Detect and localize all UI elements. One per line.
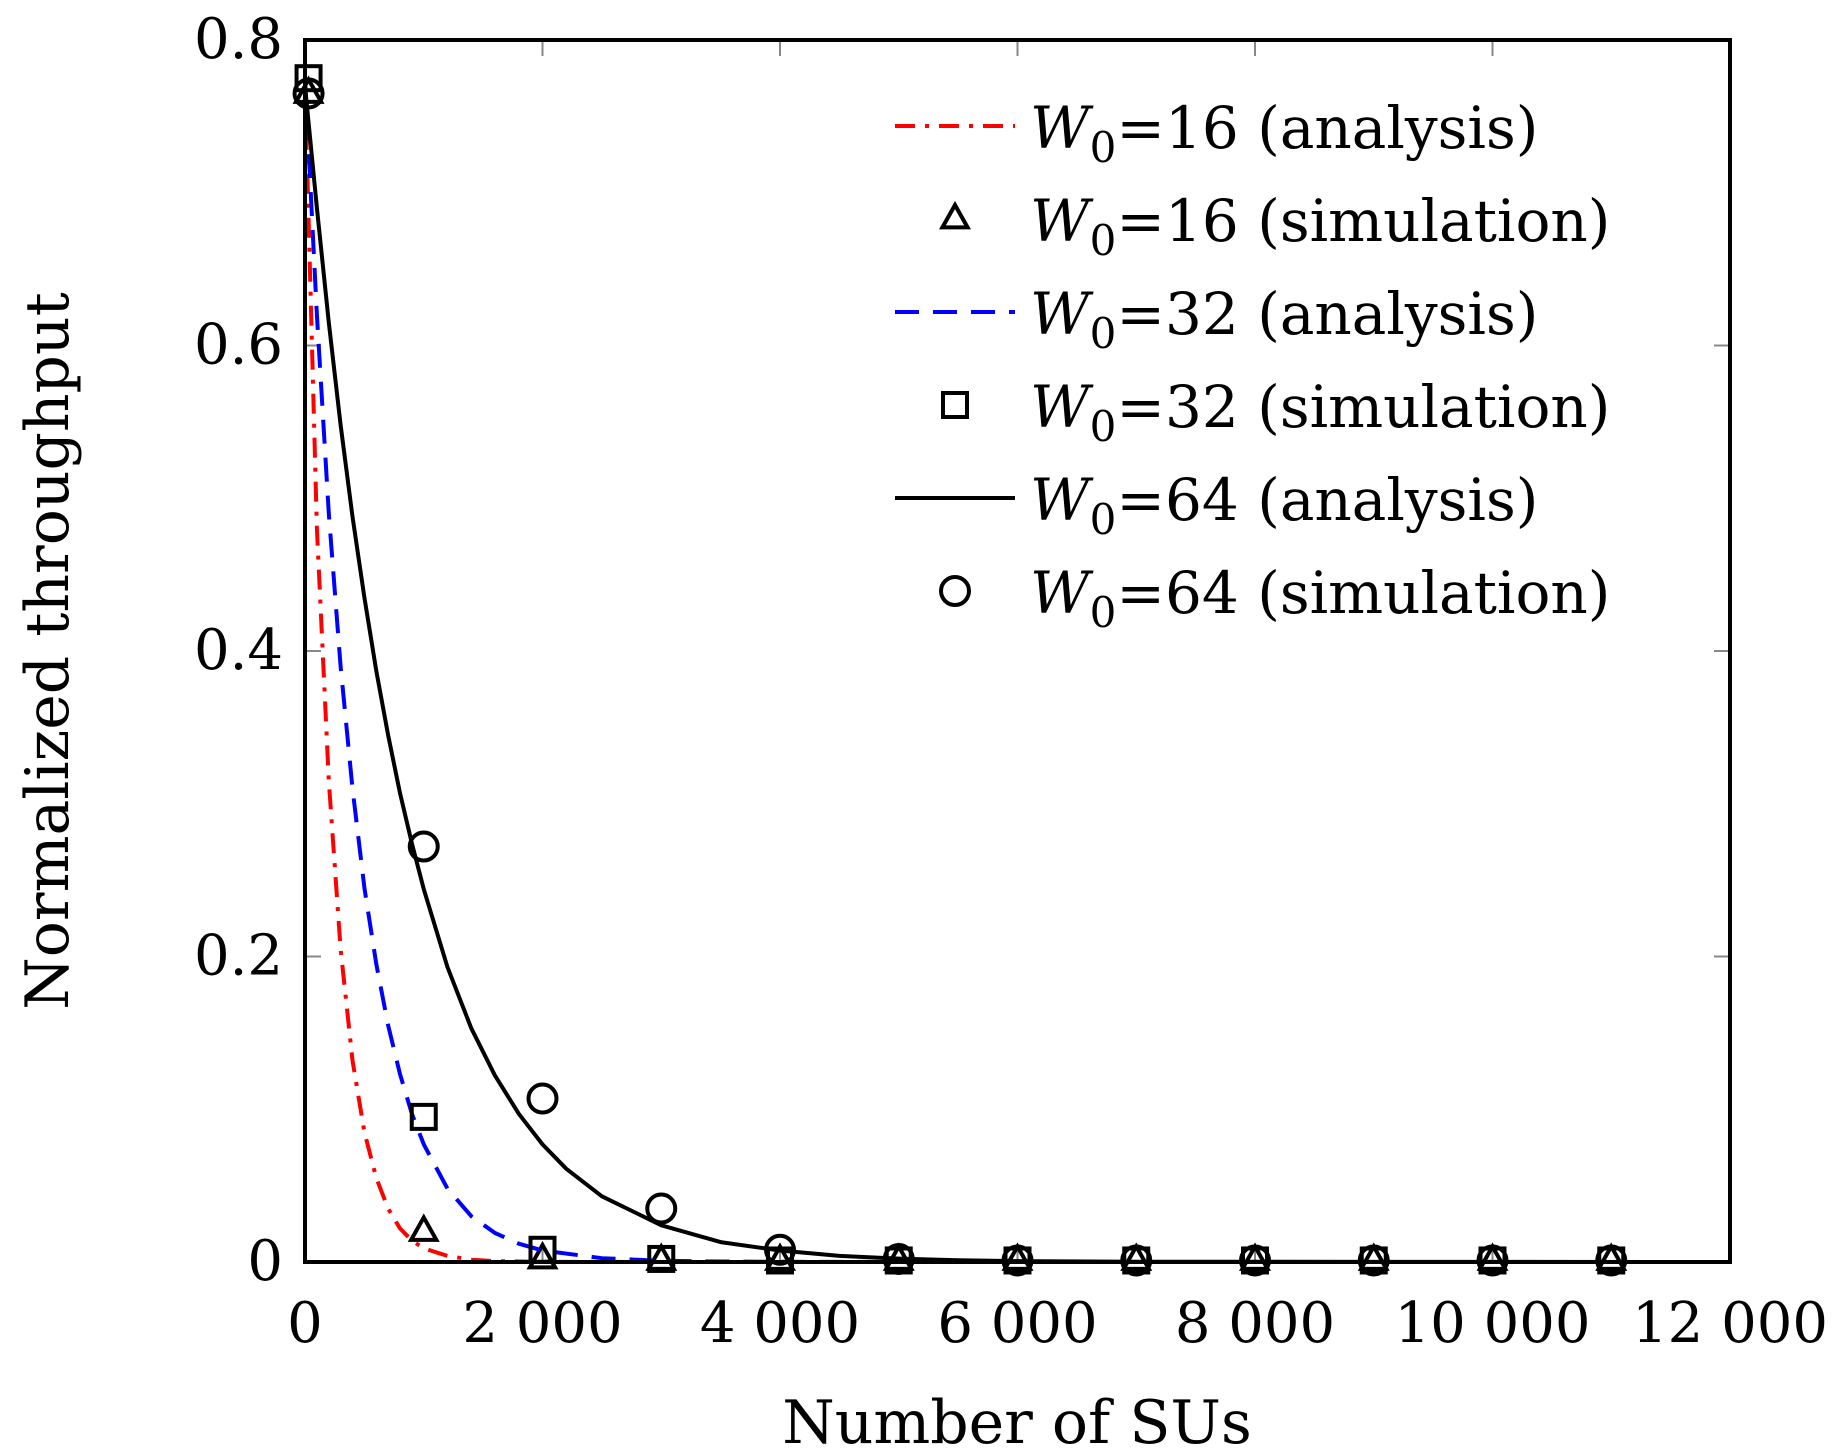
legend-label-text: =64 (analysis)	[1116, 466, 1538, 534]
triangle-point	[526, 1240, 559, 1270]
square-point	[647, 1244, 676, 1273]
legend-square-swatch	[941, 391, 969, 419]
plot-frame	[303, 38, 1732, 1264]
circle-point	[407, 830, 440, 863]
triangle-point	[407, 1213, 440, 1242]
series-w0-16-analysis	[303, 85, 1730, 1264]
series-w0-16-simulation	[292, 75, 1628, 1271]
series-w0-32-analysis	[303, 78, 1730, 1264]
square-point	[409, 1102, 438, 1131]
legend-entry: W0=32 (simulation)	[941, 373, 1610, 451]
y-tick-label: 0.4	[194, 618, 283, 683]
y-tick-label: 0.2	[194, 924, 283, 989]
legend-label-var: W	[1030, 187, 1094, 255]
x-tick-label: 12 000	[1632, 1291, 1828, 1356]
square-point	[294, 64, 323, 93]
triangle-point	[1001, 1242, 1034, 1271]
legend-label-subscript: 0	[1090, 123, 1117, 172]
legend-label-text: =64 (simulation)	[1116, 559, 1610, 627]
legend-circle-swatch	[939, 575, 971, 607]
legend-label-var: W	[1030, 559, 1094, 627]
legend-label-var: W	[1030, 466, 1094, 534]
triangle-point	[1476, 1242, 1509, 1271]
x-tick-label: 10 000	[1395, 1291, 1591, 1356]
legend-label: W0=64 (simulation)	[1030, 559, 1610, 637]
legend-label-var: W	[1030, 94, 1094, 162]
triangle-point	[763, 1242, 797, 1271]
legend-triangle-swatch	[938, 200, 972, 230]
legend: W0=16 (analysis)W0=16 (simulation)W0=32 …	[895, 94, 1610, 637]
series-line-w0-32-analysis	[303, 78, 1730, 1264]
legend-label: W0=16 (analysis)	[1030, 94, 1538, 172]
legend-label-subscript: 0	[1090, 495, 1117, 544]
x-tick-label: 2 000	[462, 1291, 622, 1356]
legend-entry: W0=64 (analysis)	[895, 466, 1538, 544]
y-tick-label: 0	[247, 1229, 283, 1294]
y-tick-label: 0.8	[194, 7, 283, 72]
series-w0-64-simulation	[292, 77, 1628, 1277]
legend-label: W0=16 (simulation)	[1030, 187, 1610, 265]
triangle-point	[1238, 1242, 1272, 1271]
legend-label: W0=32 (analysis)	[1030, 280, 1538, 358]
x-axis-title: Number of SUs	[782, 1388, 1252, 1456]
legend-entry: W0=32 (analysis)	[895, 280, 1538, 358]
legend-label-subscript: 0	[1090, 309, 1117, 358]
legend-label-text: =32 (analysis)	[1116, 280, 1538, 348]
legend-entry: W0=16 (analysis)	[895, 94, 1538, 172]
legend-label-text: =32 (simulation)	[1116, 373, 1610, 441]
x-tick-label: 8 000	[1175, 1291, 1335, 1356]
triangle-point	[645, 1242, 678, 1271]
legend-label: W0=64 (analysis)	[1030, 466, 1538, 544]
x-tick-label: 0	[287, 1291, 323, 1356]
triangle-point	[1120, 1242, 1153, 1271]
x-tick-label: 4 000	[700, 1291, 860, 1356]
legend-label-var: W	[1030, 280, 1094, 348]
series-line-w0-64-analysis	[303, 85, 1731, 1264]
series-w0-64-analysis	[303, 85, 1731, 1264]
circle-point	[882, 1242, 915, 1275]
y-axis-title: Normalized throughput	[13, 292, 83, 1009]
circle-point	[645, 1192, 678, 1225]
x-tick-label: 6 000	[937, 1291, 1097, 1356]
y-tick-label: 0.6	[194, 313, 283, 378]
legend-label-subscript: 0	[1090, 402, 1117, 451]
legend-label: W0=32 (simulation)	[1030, 373, 1610, 451]
legend-label-text: =16 (analysis)	[1116, 94, 1538, 162]
circle-point	[526, 1082, 559, 1115]
legend-label-subscript: 0	[1090, 588, 1117, 637]
legend-label-text: =16 (simulation)	[1116, 187, 1610, 255]
legend-label-subscript: 0	[1090, 216, 1117, 265]
triangle-point	[1595, 1242, 1628, 1271]
legend-entry: W0=16 (simulation)	[938, 187, 1610, 265]
legend-entry: W0=64 (simulation)	[939, 559, 1610, 637]
tick-labels-layer: 0 2 000 4 000 6 000 8 000 10 000 12 000 0 0.2 0.4…	[194, 7, 1828, 1356]
triangle-point	[1357, 1242, 1390, 1271]
series-line-w0-16-analysis	[303, 85, 1730, 1264]
circle-point	[292, 77, 325, 110]
legend-label-var: W	[1030, 373, 1094, 441]
